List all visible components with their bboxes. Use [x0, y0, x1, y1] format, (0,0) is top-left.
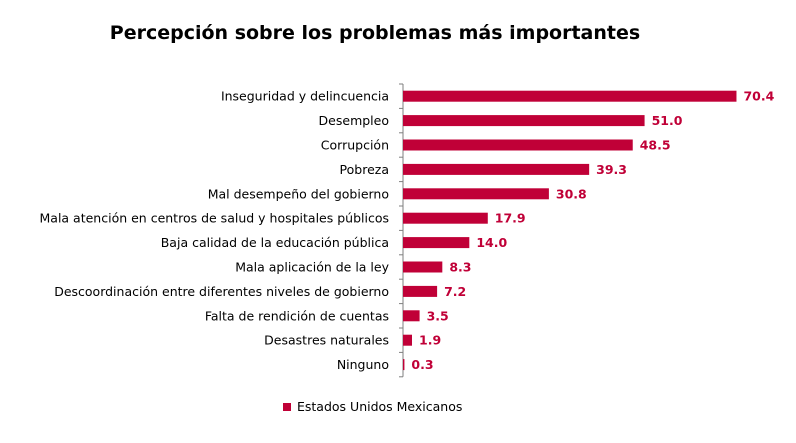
value-label: 51.0 [652, 113, 683, 128]
bar [403, 115, 645, 127]
value-label: 48.5 [640, 138, 671, 153]
category-label: Inseguridad y delincuencia [221, 89, 389, 104]
value-label: 0.3 [411, 357, 433, 372]
value-label: 7.2 [444, 284, 466, 299]
value-label: 39.3 [596, 162, 627, 177]
category-label: Mala aplicación de la ley [235, 260, 389, 275]
category-label: Corrupción [321, 138, 389, 153]
bar [403, 237, 470, 249]
legend-label: Estados Unidos Mexicanos [297, 399, 463, 414]
bar [403, 188, 549, 200]
value-label: 70.4 [743, 89, 774, 104]
legend: Estados Unidos Mexicanos [283, 399, 462, 414]
bar [403, 310, 420, 322]
value-label: 30.8 [556, 186, 587, 201]
bar [403, 139, 633, 151]
category-label: Ninguno [337, 357, 389, 372]
value-label: 8.3 [449, 260, 471, 275]
category-label: Desastres naturales [264, 333, 389, 348]
value-label: 3.5 [427, 308, 449, 323]
bar [403, 334, 412, 346]
bar [403, 285, 438, 297]
legend-swatch [283, 402, 291, 411]
category-label: Pobreza [340, 162, 389, 177]
bar [403, 163, 590, 175]
value-label: 1.9 [419, 333, 441, 348]
value-label: 17.9 [495, 211, 526, 226]
category-label: Descoordinación entre diferentes niveles… [54, 284, 389, 299]
category-label: Baja calidad de la educación pública [161, 235, 389, 250]
chart-title: Percepción sobre los problemas más impor… [109, 22, 641, 44]
category-label: Mal desempeño del gobierno [208, 186, 389, 201]
bar [403, 359, 405, 371]
bar [403, 261, 443, 273]
category-label: Mala atención en centros de salud y hosp… [40, 211, 390, 226]
category-label: Desempleo [319, 113, 389, 128]
category-label: Falta de rendición de cuentas [205, 308, 389, 323]
bar [403, 212, 488, 224]
bar [403, 90, 737, 102]
value-label: 14.0 [476, 235, 507, 250]
